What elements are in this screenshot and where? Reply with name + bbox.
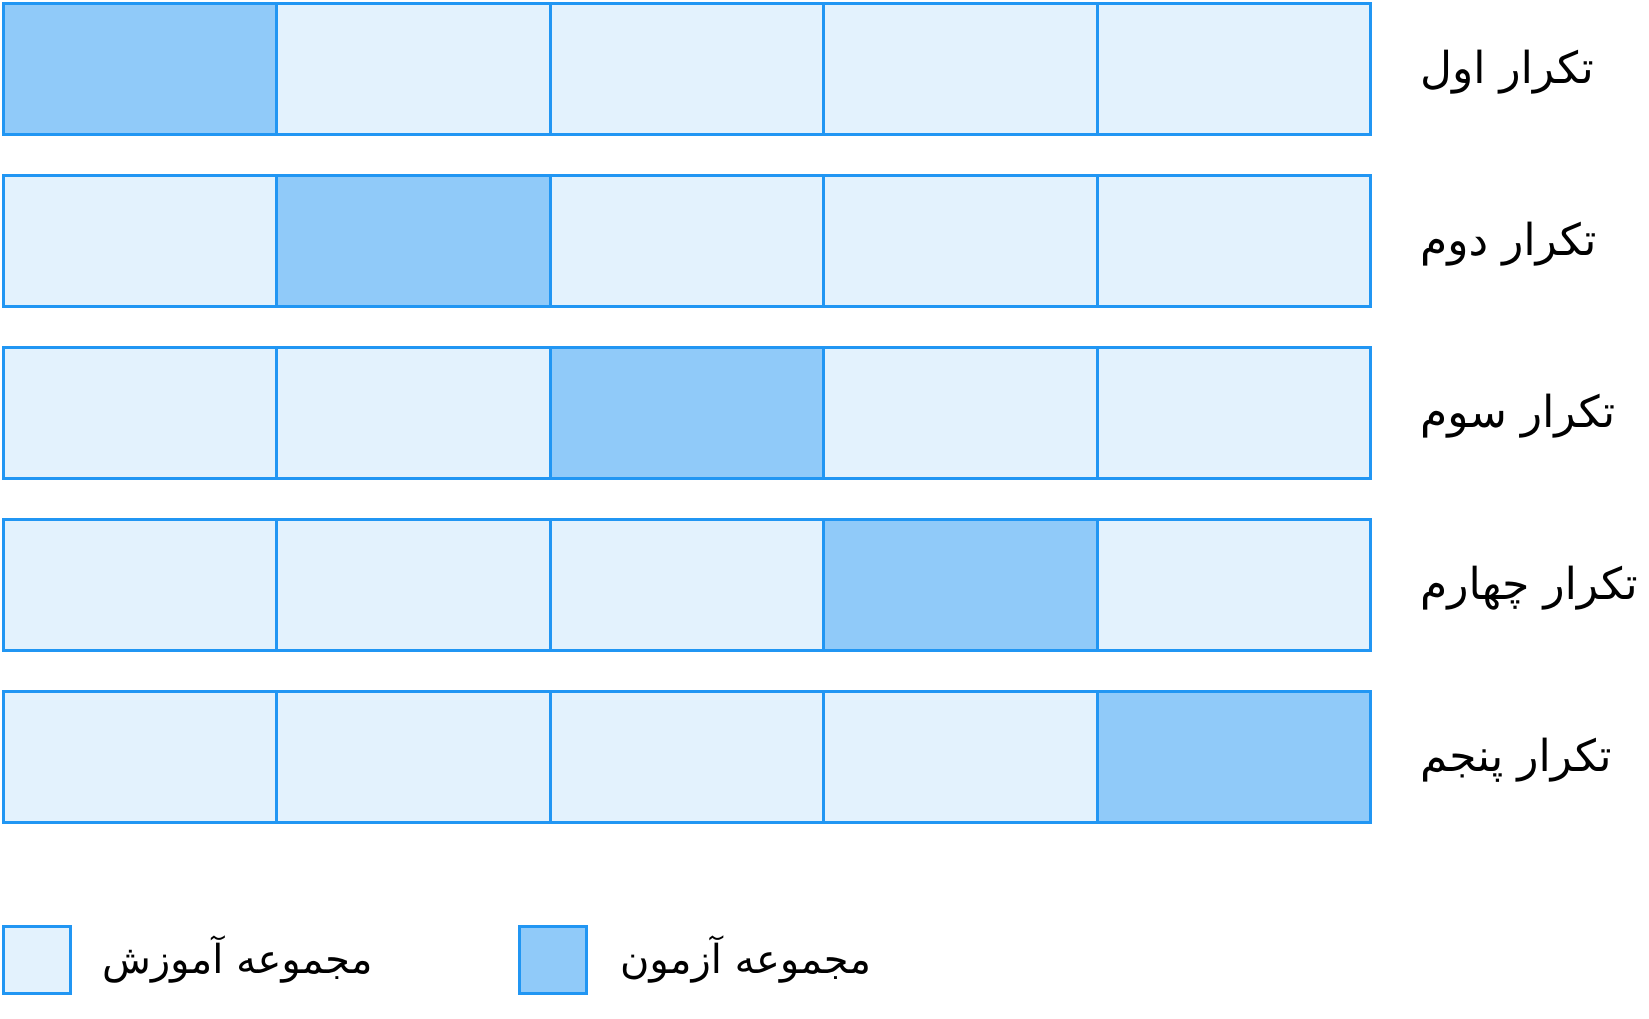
fold-bar xyxy=(2,2,1373,136)
test-segment xyxy=(1095,690,1373,824)
fold-row: تکرار دوم xyxy=(0,172,1649,310)
fold-bar xyxy=(2,518,1373,652)
fold-row: تکرار سوم xyxy=(0,344,1649,482)
legend-swatch-test xyxy=(518,925,588,995)
fold-label: تکرار دوم xyxy=(1420,215,1597,266)
train-segment xyxy=(822,174,1099,308)
train-segment xyxy=(822,690,1099,824)
train-segment xyxy=(275,346,552,480)
test-segment xyxy=(2,2,279,136)
train-segment xyxy=(822,2,1099,136)
train-segment xyxy=(1095,346,1373,480)
test-segment xyxy=(548,346,826,480)
fold-row: تکرار اول xyxy=(0,0,1649,138)
train-segment xyxy=(275,690,552,824)
fold-bar xyxy=(2,346,1373,480)
fold-label: تکرار سوم xyxy=(1420,387,1616,438)
train-segment xyxy=(2,690,279,824)
train-segment xyxy=(548,690,826,824)
train-segment xyxy=(1095,174,1373,308)
train-segment xyxy=(2,518,279,652)
train-segment xyxy=(275,2,552,136)
legend-label-test: مجموعه آزمون xyxy=(620,937,871,983)
test-segment xyxy=(275,174,552,308)
train-segment xyxy=(548,2,826,136)
fold-label: تکرار پنجم xyxy=(1420,731,1612,782)
train-segment xyxy=(1095,518,1373,652)
fold-row: تکرار چهارم xyxy=(0,516,1649,654)
legend-item-train: مجموعه آموزش xyxy=(2,925,402,995)
train-segment xyxy=(275,518,552,652)
legend-label-train: مجموعه آموزش xyxy=(102,937,373,983)
train-segment xyxy=(1095,2,1373,136)
fold-bar xyxy=(2,174,1373,308)
fold-label: تکرار چهارم xyxy=(1420,559,1638,610)
legend-swatch-train xyxy=(2,925,72,995)
train-segment xyxy=(822,346,1099,480)
train-segment xyxy=(548,518,826,652)
fold-bar xyxy=(2,690,1373,824)
train-segment xyxy=(548,174,826,308)
test-segment xyxy=(822,518,1099,652)
legend-item-test: مجموعه آزمون xyxy=(518,925,918,995)
train-segment xyxy=(2,346,279,480)
fold-label: تکرار اول xyxy=(1420,43,1594,94)
train-segment xyxy=(2,174,279,308)
fold-row: تکرار پنجم xyxy=(0,688,1649,826)
